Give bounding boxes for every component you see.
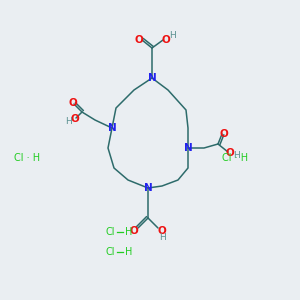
Text: H: H	[125, 227, 132, 237]
Text: O: O	[135, 35, 143, 45]
Text: H: H	[232, 152, 239, 160]
Text: N: N	[148, 73, 156, 83]
Text: H: H	[125, 247, 132, 257]
Text: O: O	[226, 148, 234, 158]
Text: O: O	[162, 35, 170, 45]
Text: H: H	[169, 31, 176, 40]
Text: Cl · H: Cl · H	[222, 153, 248, 163]
Text: H: H	[159, 233, 165, 242]
Text: O: O	[70, 114, 80, 124]
Text: Cl · H: Cl · H	[14, 153, 40, 163]
Text: O: O	[130, 226, 138, 236]
Text: Cl: Cl	[106, 247, 116, 257]
Text: O: O	[158, 226, 166, 236]
Text: N: N	[144, 183, 152, 193]
Text: O: O	[69, 98, 77, 108]
Text: N: N	[108, 123, 116, 133]
Text: O: O	[220, 129, 228, 139]
Text: Cl: Cl	[106, 227, 116, 237]
Text: H: H	[64, 116, 71, 125]
Text: N: N	[184, 143, 192, 153]
